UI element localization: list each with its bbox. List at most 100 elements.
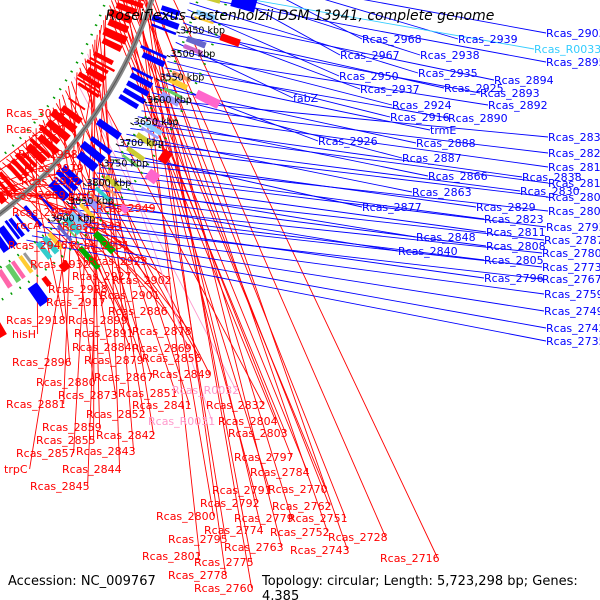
cog-category-mark [5, 263, 22, 284]
left-label-connector [145, 0, 227, 576]
left-gene-label: Rcas_2800 [156, 510, 216, 523]
right-label-connector [164, 67, 449, 119]
reverse-gene-mark [151, 23, 177, 36]
outer-feature-mark [118, 203, 130, 214]
kbp-ticks: 3900 kbp 3850 kbp 3800 kbp 3750 kbp 3700 kbp… [47, 25, 225, 225]
left-gene-label: Rcas_2779 [234, 512, 294, 525]
left-gene-label: Rcas_2851 [118, 387, 178, 400]
right-label-connector [63, 207, 485, 261]
reverse-gene-mark [159, 11, 179, 20]
outer-feature-mark [0, 322, 7, 338]
left-gene-label: Rcas_2932 [30, 258, 90, 271]
right-label-connector [47, 221, 543, 280]
right-gene-label: Rcas_2894 [494, 74, 554, 87]
right-gene-label: Rcas_2823 [484, 213, 544, 226]
left-gene-label: Rcas_2791 [212, 484, 272, 497]
left-gene-label: Rcas_2804 [218, 415, 278, 428]
forward-gene-mark [77, 71, 102, 90]
left-gene-label: Rcas_2969 [6, 189, 66, 202]
cog-category-mark [195, 9, 217, 21]
left-gene-label: Rcas_2979 [24, 162, 84, 175]
right-label-connector [172, 48, 393, 106]
reverse-gene-mark [55, 169, 79, 192]
left-label-connector [13, 151, 158, 296]
reverse-gene-mark [79, 140, 106, 164]
kbp-tick-mark [155, 78, 160, 81]
forward-gene-mark [21, 151, 38, 168]
left-gene-label: Rcas_2879 [84, 354, 144, 367]
forward-gene-mark [89, 56, 116, 73]
right-label-connector [105, 161, 549, 212]
cog-category-mark [63, 216, 82, 236]
left-gene-label: Rcas_2728 [328, 531, 388, 544]
forward-gene-mark [85, 66, 107, 83]
cog-category-mark [18, 254, 34, 274]
right-gene-label: Rcas_2827 [548, 147, 600, 160]
cog-category-mark [56, 224, 73, 242]
reverse-gene-mark [8, 217, 25, 238]
cog-category-mark [167, 76, 189, 91]
forward-gene-mark [37, 133, 60, 156]
reverse-gene-mark [0, 235, 10, 253]
kbp-tick-mark [130, 122, 135, 126]
right-gene-label: Rcas_2924 [392, 99, 452, 112]
left-label-connector [29, 25, 103, 470]
left-gene-label: Rcas_2775 [194, 556, 254, 569]
right-gene-label: Rcas_2916 [390, 111, 450, 124]
cog-category-mark [147, 116, 166, 129]
left-gene-label: Rcas_2891 [74, 327, 134, 340]
left-gene-label: hisH [12, 328, 36, 341]
forward-gene-mark [115, 2, 138, 16]
cog-category-mark [103, 174, 123, 192]
cog-category-mark [68, 211, 88, 231]
kbp-tick-mark [47, 218, 51, 222]
forward-gene-mark [14, 152, 35, 174]
right-label-connector [182, 22, 361, 90]
left-gene-label: Rcas_2902 [112, 274, 172, 287]
cog-category-mark [163, 87, 183, 100]
right-gene-label: Rcas_2808 [486, 240, 546, 253]
map-title: Roseiflexus castenholzii DSM 13941, comp… [105, 8, 495, 24]
right-label-connector [96, 172, 547, 228]
left-label-connector [87, 53, 213, 422]
forward-gene-mark [6, 163, 24, 182]
kbp-tick-mark [99, 163, 104, 167]
genome-rings [0, 0, 229, 303]
reverse-gene-mark [95, 118, 122, 140]
left-gene-label: Rcas_2901 [100, 289, 160, 302]
left-gene-label: Rcas_2931 [70, 239, 130, 252]
forward-gene-mark [76, 77, 101, 93]
cog-category-mark [42, 235, 60, 255]
right-gene-label: Rcas_2968 [362, 33, 422, 46]
outer-feature-mark [194, 89, 221, 109]
right-gene-label: Rcas_2805 [484, 254, 544, 267]
right-gene-label: Rcas_2877 [362, 201, 422, 214]
right-gene-label: Rcas_2925 [444, 82, 504, 95]
left-gene-label: Rcas_2923 [88, 255, 148, 268]
left-gene-label: Rcas_R0031 [148, 415, 215, 428]
left-gene-label: Rcas_2896 [12, 356, 72, 369]
right-gene-label: Rcas_2938 [420, 49, 480, 62]
kbp-tick-mark [176, 31, 181, 34]
right-gene-label: Rcas_2926 [318, 135, 378, 148]
left-label-connector [143, 0, 329, 533]
outer-feature-mark [144, 168, 161, 185]
left-gene-label: Rcas_3004 [6, 107, 66, 120]
cog-category-mark [94, 186, 112, 203]
left-label-connector [58, 99, 95, 383]
left-gene-label: Rcas_2946 [8, 239, 68, 252]
reverse-gene-mark [160, 5, 181, 17]
right-gene-label: Rcas_2796 [484, 272, 544, 285]
forward-gene-mark [60, 104, 83, 125]
right-label-connector [189, 2, 419, 74]
reverse-gene-mark [141, 51, 166, 68]
left-gene-label: Rcas_2928 [48, 283, 108, 296]
left-gene-label: Rcas_2797 [234, 451, 294, 464]
right-gene-label: Rcas_2866 [428, 170, 488, 183]
left-gene-label: Rcas_2867 [94, 371, 154, 384]
left-label-connector [93, 39, 96, 441]
left-gene-label: Rcas_2886 [108, 305, 168, 318]
outer-feature-mark [219, 33, 241, 47]
left-gene-label: Rcas_2845 [30, 480, 90, 493]
